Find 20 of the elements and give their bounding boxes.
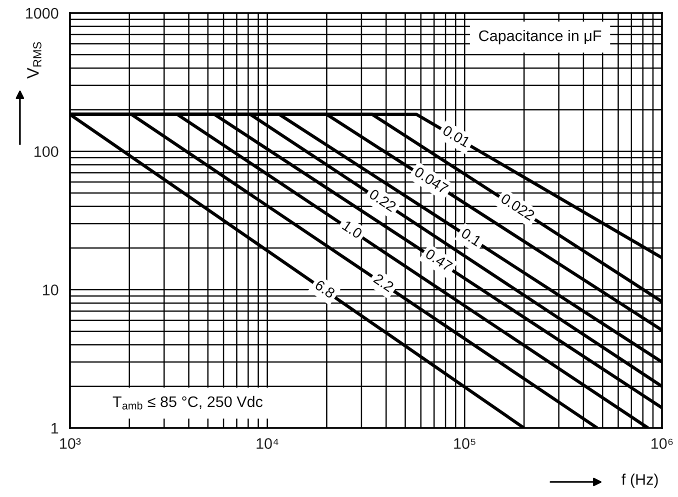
- x-tick-label: 10⁶: [652, 438, 673, 449]
- y-tick-label: 1000: [26, 8, 58, 19]
- x-tick-label: 10³: [60, 438, 81, 449]
- text: 0.22: [368, 188, 397, 212]
- text: 0.47: [424, 248, 454, 272]
- text: 0.047: [414, 166, 449, 194]
- y-tick-label: 10: [43, 284, 58, 296]
- text: 0.1: [460, 228, 482, 247]
- y-tick-label: 100: [34, 146, 58, 158]
- annotation: Capacitance in μF: [479, 30, 602, 44]
- x-tick-label: 10⁵: [454, 438, 476, 449]
- y-axis-title: V$_{RMS}$: [27, 42, 42, 79]
- annotation: T$_{amb}$ ≤ 85 °C, 250 Vdc: [112, 396, 263, 410]
- text: 1.0: [342, 220, 364, 239]
- x-axis-title: f (Hz): [622, 474, 658, 488]
- x-tick-label: 10⁴: [256, 438, 278, 449]
- text: 0.01: [442, 124, 471, 148]
- text: 6.8: [314, 279, 336, 299]
- y-tick-label: 1: [52, 423, 58, 434]
- text: 2.2: [373, 273, 394, 292]
